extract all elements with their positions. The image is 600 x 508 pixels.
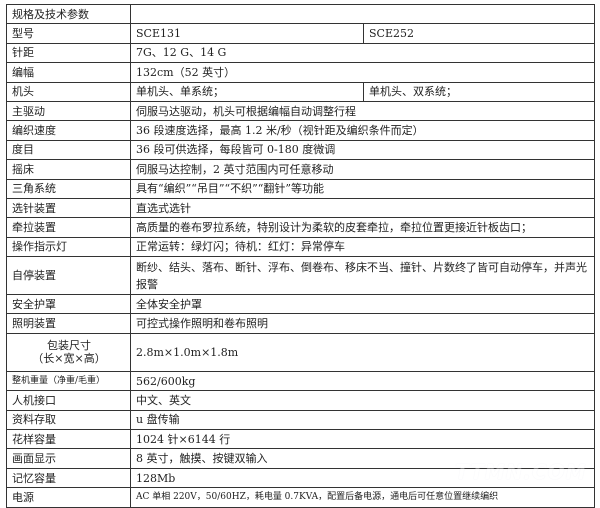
row-label: 操作指示灯 [6, 236, 131, 258]
row-label: 编幅 [6, 62, 131, 83]
table-header-row: 规格及技术参数 [6, 3, 595, 25]
row-value: 132cm（52 英寸） [130, 62, 595, 83]
row-label: 牵拉装置 [6, 217, 131, 238]
table-row: 人机接口 中文、英文 [6, 390, 595, 411]
table-row: 型号 SCE131 SCE252 [6, 23, 595, 44]
table-row: 自停装置 断纱、结头、落布、断针、浮布、倒卷布、移床不当、撞针、片数终了皆可自动停… [6, 256, 595, 296]
table-row: 包装尺寸 （长×宽×高） 2.8m×1.0m×1.8m [6, 332, 595, 372]
row-label: 资料存取 [6, 409, 131, 431]
row-label: 安全护罩 [6, 294, 131, 315]
row-label: 针距 [6, 42, 131, 64]
row-value: 伺服马达控制，2 英寸范围内可任意移动 [130, 159, 595, 180]
row-value-sce252: 单机头、双系统； [363, 81, 595, 102]
row-value: 1024 针×6144 行 [130, 429, 595, 450]
table-row: 机头 单机头、单系统； 单机头、双系统； [6, 81, 595, 102]
row-value: 伺服马达驱动，机头可根据编幅自动调整行程 [130, 100, 595, 122]
row-value: 7G、12 G、14 G [130, 42, 595, 64]
row-label: 画面显示 [6, 448, 131, 469]
row-value-sce131: 单机头、单系统； [130, 81, 364, 102]
table-row: 资料存取 u 盘传输 [6, 409, 595, 431]
table-row: 三角系统 具有“编织”“吊目”“不织”“翻针”等功能 [6, 178, 595, 199]
table-header: 规格及技术参数 [6, 3, 131, 25]
row-label: 编织速度 [6, 120, 131, 141]
row-label: 花样容量 [6, 429, 131, 450]
table-row: 花样容量 1024 针×6144 行 [6, 429, 595, 450]
table-row: 度目 36 段可供选择，每段皆可 0-180 度微调 [6, 139, 595, 161]
row-label: 整机重量（净重/毛重） [6, 370, 131, 392]
row-value: 2.8m×1.0m×1.8m [130, 332, 595, 372]
table-row: 牵拉装置 高质量的卷布罗拉系统，特别设计为柔软的皮套牵拉，牵拉位置更接近针板齿口； [6, 217, 595, 238]
row-label: 记忆容量 [6, 467, 131, 489]
row-label: 照明装置 [6, 313, 131, 334]
row-label-line1: 包装尺寸 [47, 339, 91, 353]
row-value-sce131: SCE131 [130, 23, 364, 44]
row-label: 自停装置 [6, 256, 131, 296]
table-row: 主驱动 伺服马达驱动，机头可根据编幅自动调整行程 [6, 100, 595, 122]
row-value: 中文、英文 [130, 390, 595, 411]
row-value: 正常运转：绿灯闪；待机：红灯：异常停车 [130, 236, 595, 258]
table-row: 摇床 伺服马达控制，2 英寸范围内可任意移动 [6, 159, 595, 180]
row-value: 具有“编织”“吊目”“不织”“翻针”等功能 [130, 178, 595, 199]
table-row: 照明装置 可控式操作照明和卷布照明 [6, 313, 595, 334]
spec-table: 规格及技术参数 型号 SCE131 SCE252 针距 7G、12 G、14 G … [6, 3, 595, 508]
row-value-sce252: SCE252 [363, 23, 595, 44]
row-label: 度目 [6, 139, 131, 161]
row-value: 高质量的卷布罗拉系统，特别设计为柔软的皮套牵拉，牵拉位置更接近针板齿口； [130, 217, 595, 238]
table-row: 针距 7G、12 G、14 G [6, 42, 595, 64]
row-label: 三角系统 [6, 178, 131, 199]
row-label: 人机接口 [6, 390, 131, 411]
table-row: 安全护罩 全体安全护罩 [6, 294, 595, 315]
row-label: 型号 [6, 23, 131, 44]
table-row: 整机重量（净重/毛重） 562/600kg [6, 370, 595, 392]
table-row: 编幅 132cm（52 英寸） [6, 62, 595, 83]
row-value: 可控式操作照明和卷布照明 [130, 313, 595, 334]
row-label: 电源 [6, 487, 131, 508]
row-value: 36 段速度选择，最高 1.2 米/秒（视针距及编织条件而定） [130, 120, 595, 141]
row-value: 直选式选针 [130, 197, 595, 219]
row-value: 562/600kg [130, 370, 595, 392]
table-row: 电源 AC 单相 220V，50/60HZ，耗电量 0.7KVA，配置后备电源，通… [6, 487, 595, 508]
row-value: 36 段可供选择，每段皆可 0-180 度微调 [130, 139, 595, 161]
row-value: u 盘传输 [130, 409, 595, 431]
row-label: 主驱动 [6, 100, 131, 122]
row-label: 摇床 [6, 159, 131, 180]
row-label: 选针装置 [6, 197, 131, 219]
row-label: 机头 [6, 81, 131, 102]
row-label: 包装尺寸 （长×宽×高） [6, 332, 131, 372]
row-value: 断纱、结头、落布、断针、浮布、倒卷布、移床不当、撞针、片数终了皆可自动停车，并声… [130, 256, 595, 296]
table-row: 编织速度 36 段速度选择，最高 1.2 米/秒（视针距及编织条件而定） [6, 120, 595, 141]
row-label-line2: （长×宽×高） [32, 352, 106, 366]
row-value: AC 单相 220V，50/60HZ，耗电量 0.7KVA，配置后备电源，通电后… [130, 487, 595, 508]
table-row: 选针装置 直选式选针 [6, 197, 595, 219]
row-value: 全体安全护罩 [130, 294, 595, 315]
table-row: 操作指示灯 正常运转：绿灯闪；待机：红灯：异常停车 [6, 236, 595, 258]
watermark-logo: TTMN.COM [455, 460, 587, 484]
